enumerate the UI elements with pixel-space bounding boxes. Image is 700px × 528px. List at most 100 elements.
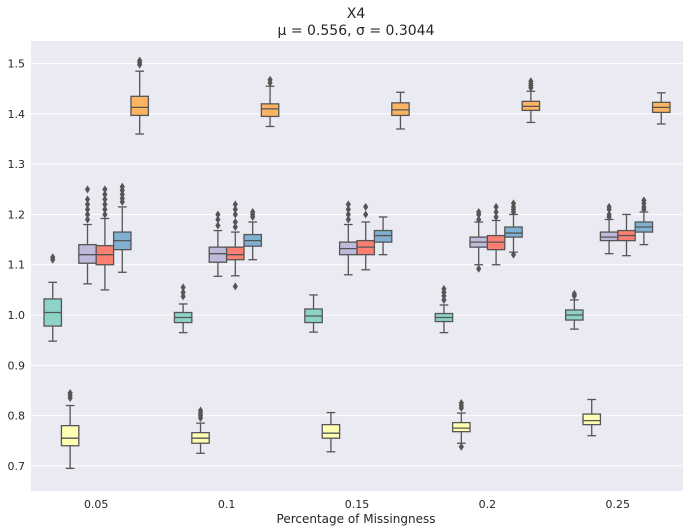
outlier-point xyxy=(510,250,517,259)
outlier-point xyxy=(102,210,108,219)
outlier-point xyxy=(119,182,125,191)
outlier-point xyxy=(606,210,612,219)
iqr-box xyxy=(599,231,619,242)
outlier-point xyxy=(232,210,238,219)
x-tick-labels: 0.05 0.1 0.15 0.2 0.25 xyxy=(84,498,630,511)
outlier-point xyxy=(458,442,464,451)
box-method-2-0.2 xyxy=(451,399,471,451)
box-method-1-0.05 xyxy=(43,253,63,342)
iqr-box xyxy=(451,421,471,433)
x-tick-label: 0.05 xyxy=(84,498,109,511)
outlier-point xyxy=(180,288,186,297)
outlier-point xyxy=(197,406,204,415)
outlier-point xyxy=(641,196,647,205)
chart-subtitle: μ = 0.556, σ = 0.3044 xyxy=(277,23,434,39)
box-method-6-0.15 xyxy=(391,91,410,130)
outlier-point xyxy=(232,282,238,291)
outlier-point xyxy=(528,77,534,86)
outlier-point xyxy=(250,207,256,216)
outlier-point xyxy=(606,202,612,211)
outlier-point xyxy=(493,207,499,216)
box-method-6-0.2 xyxy=(521,77,541,124)
outlier-point xyxy=(102,190,108,199)
box-method-2-0.1 xyxy=(191,406,210,454)
iqr-box xyxy=(60,424,80,447)
x-tick-label: 0.2 xyxy=(479,498,497,511)
outlier-point xyxy=(493,202,499,211)
iqr-box xyxy=(130,95,150,117)
outlier-point xyxy=(102,205,108,214)
outlier-point xyxy=(84,185,91,194)
box-method-6-0.1 xyxy=(260,75,280,128)
iqr-box xyxy=(321,423,341,439)
outlier-point xyxy=(180,292,186,301)
outlier-point xyxy=(458,399,464,408)
box-method-4-0.1 xyxy=(225,200,245,291)
iqr-box xyxy=(504,226,523,238)
box-method-1-0.1 xyxy=(173,283,193,334)
box-method-4-0.25 xyxy=(617,213,636,257)
outlier-point xyxy=(476,264,482,273)
outlier-point xyxy=(102,185,108,194)
box-method-3-0.1 xyxy=(208,210,228,277)
x-tick-label: 0.1 xyxy=(218,498,236,511)
box-method-4-0.05 xyxy=(95,185,115,291)
outlier-point xyxy=(232,218,238,227)
outlier-point xyxy=(345,200,351,209)
box-method-1-0.15 xyxy=(304,294,323,333)
box-method-4-0.2 xyxy=(486,202,506,266)
outlier-point xyxy=(137,56,143,65)
x-tick-label: 0.25 xyxy=(606,498,631,511)
outlier-point xyxy=(232,205,238,214)
outlier-point xyxy=(345,210,351,219)
outlier-point xyxy=(571,289,577,298)
outlier-point xyxy=(84,215,91,224)
box-method-6-0.05 xyxy=(130,56,150,135)
outlier-point xyxy=(441,284,447,293)
iqr-box xyxy=(225,246,245,261)
x-axis-label: Percentage of Missingness xyxy=(277,512,436,526)
outlier-point xyxy=(441,295,447,304)
box-method-3-0.25 xyxy=(599,202,619,255)
box-method-6-0.25 xyxy=(651,92,671,125)
y-tick-label: 1.2 xyxy=(8,208,26,221)
outlier-point xyxy=(345,205,351,214)
outlier-point xyxy=(363,210,369,219)
outlier-point xyxy=(84,210,91,219)
box-method-5-0.1 xyxy=(243,207,263,261)
outlier-point xyxy=(215,221,221,230)
outlier-point xyxy=(50,253,56,262)
iqr-box xyxy=(582,413,602,426)
outlier-point xyxy=(476,215,482,224)
box-method-3-0.05 xyxy=(78,185,97,285)
outlier-point xyxy=(215,215,221,224)
box-method-1-0.25 xyxy=(564,289,584,330)
box-method-5-0.15 xyxy=(373,216,393,256)
box-method-2-0.05 xyxy=(60,388,80,470)
outlier-point xyxy=(180,283,186,292)
y-tick-label: 0.7 xyxy=(8,460,26,473)
y-tick-label: 1.4 xyxy=(8,108,26,121)
box-method-3-0.15 xyxy=(338,200,358,276)
iqr-box xyxy=(208,246,228,263)
y-tick-label: 1.3 xyxy=(8,158,26,171)
outlier-point xyxy=(232,223,238,232)
iqr-box xyxy=(373,229,393,243)
box-method-1-0.2 xyxy=(434,284,454,334)
x-tick-label: 0.15 xyxy=(345,498,370,511)
y-tick-labels: 0.7 0.8 0.9 1.0 1.1 1.2 1.3 1.4 1.5 xyxy=(8,58,26,473)
iqr-box xyxy=(391,102,410,117)
iqr-box xyxy=(78,243,97,264)
y-tick-label: 0.9 xyxy=(8,359,26,372)
outlier-point xyxy=(84,200,91,209)
y-tick-label: 0.8 xyxy=(8,410,26,423)
box-method-5-0.05 xyxy=(112,182,132,273)
outlier-point xyxy=(232,200,238,209)
iqr-box xyxy=(260,103,280,118)
boxes xyxy=(43,56,671,470)
box-method-2-0.25 xyxy=(582,398,602,437)
outlier-point xyxy=(267,75,273,84)
outlier-point xyxy=(476,207,482,216)
y-tick-label: 1.0 xyxy=(8,309,26,322)
outlier-point xyxy=(119,190,125,199)
